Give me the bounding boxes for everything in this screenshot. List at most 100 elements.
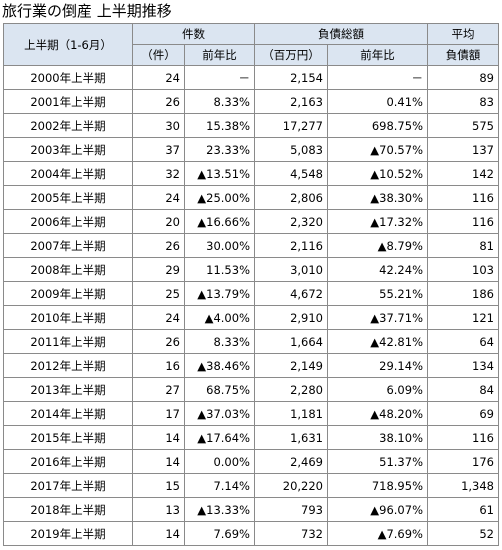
cell-period: 2018年上半期 [3,497,133,522]
header-debt-yoy: 前年比 [327,44,428,66]
cell-count: 20 [132,209,185,234]
cell-count-yoy: ▲17.64% [184,425,255,450]
table-row: 2013年上半期 27 68.75% 2,280 6.09% 84 [3,377,499,402]
cell-debt-yoy: ▲17.32% [327,209,428,234]
table-row: 2018年上半期 13 ▲13.33% 793 ▲96.07% 61 [3,497,499,522]
cell-avg-debt: 116 [427,185,499,210]
table-row: 2011年上半期 26 8.33% 1,664 ▲42.81% 64 [3,329,499,354]
cell-avg-debt: 81 [427,233,499,258]
cell-avg-debt: 64 [427,329,499,354]
table-row: 2005年上半期 24 ▲25.00% 2,806 ▲38.30% 116 [3,185,499,210]
cell-count: 24 [132,305,185,330]
cell-period: 2012年上半期 [3,353,133,378]
cell-period: 2002年上半期 [3,113,133,138]
cell-count-yoy: ▲37.03% [184,401,255,426]
cell-period: 2009年上半期 [3,281,133,306]
cell-debt: 2,910 [254,305,328,330]
cell-debt: 5,083 [254,137,328,162]
header-period: 上半期（1-6月） [3,23,133,66]
cell-period: 2019年上半期 [3,521,133,546]
table-row: 2007年上半期 26 30.00% 2,116 ▲8.79% 81 [3,233,499,258]
cell-debt: 1,631 [254,425,328,450]
cell-avg-debt: 69 [427,401,499,426]
cell-count: 26 [132,89,185,114]
cell-avg-debt: 134 [427,353,499,378]
cell-debt-yoy: ▲7.69% [327,521,428,546]
cell-count: 25 [132,281,185,306]
cell-debt-yoy: 6.09% [327,377,428,402]
cell-debt: 2,163 [254,89,328,114]
cell-count: 32 [132,161,185,186]
cell-avg-debt: 1,348 [427,473,499,498]
cell-count: 13 [132,497,185,522]
cell-debt-yoy: ▲96.07% [327,497,428,522]
cell-debt: 20,220 [254,473,328,498]
cell-period: 2008年上半期 [3,257,133,282]
table-row: 2008年上半期 29 11.53% 3,010 42.24% 103 [3,257,499,282]
cell-count-yoy: ▲16.66% [184,209,255,234]
table-row: 2004年上半期 32 ▲13.51% 4,548 ▲10.52% 142 [3,161,499,186]
cell-avg-debt: 575 [427,113,499,138]
cell-avg-debt: 83 [427,89,499,114]
cell-debt: 732 [254,521,328,546]
cell-count-yoy: － [184,65,255,90]
cell-period: 2014年上半期 [3,401,133,426]
cell-count-yoy: ▲13.33% [184,497,255,522]
cell-count-yoy: 30.00% [184,233,255,258]
cell-count: 17 [132,401,185,426]
cell-avg-debt: 142 [427,161,499,186]
cell-debt-yoy: 29.14% [327,353,428,378]
cell-count-yoy: ▲13.51% [184,161,255,186]
cell-debt: 2,320 [254,209,328,234]
cell-avg-debt: 137 [427,137,499,162]
cell-count: 26 [132,233,185,258]
cell-debt-yoy: 38.10% [327,425,428,450]
cell-avg-debt: 89 [427,65,499,90]
cell-period: 2003年上半期 [3,137,133,162]
cell-period: 2004年上半期 [3,161,133,186]
header-avg-bottom: 負債額 [427,44,499,66]
cell-count: 26 [132,329,185,354]
cell-count: 16 [132,353,185,378]
cell-debt-yoy: ▲37.71% [327,305,428,330]
cell-period: 2016年上半期 [3,449,133,474]
cell-debt-yoy: ▲10.52% [327,161,428,186]
page-title: 旅行業の倒産 上半期推移 [2,2,172,20]
table-row: 2016年上半期 14 0.00% 2,469 51.37% 176 [3,449,499,474]
cell-period: 2010年上半期 [3,305,133,330]
header-count-yoy: 前年比 [184,44,255,66]
cell-count-yoy: 8.33% [184,329,255,354]
cell-debt-yoy: － [327,65,428,90]
table-body: 2000年上半期 24 － 2,154 － 89 2001年上半期 26 8.33% 2,163 0… [3,65,499,546]
cell-count-yoy: 7.69% [184,521,255,546]
cell-count: 37 [132,137,185,162]
cell-avg-debt: 176 [427,449,499,474]
cell-debt-yoy: 698.75% [327,113,428,138]
cell-count: 14 [132,449,185,474]
table-row: 2000年上半期 24 － 2,154 － 89 [3,65,499,90]
table-row: 2003年上半期 37 23.33% 5,083 ▲70.57% 137 [3,137,499,162]
cell-debt: 2,806 [254,185,328,210]
header-count-group: 件数 [132,23,255,45]
header-debt-unit: （百万円） [254,44,328,66]
table-row: 2019年上半期 14 7.69% 732 ▲7.69% 52 [3,521,499,546]
cell-count-yoy: ▲25.00% [184,185,255,210]
cell-count: 24 [132,185,185,210]
table-row: 2014年上半期 17 ▲37.03% 1,181 ▲48.20% 69 [3,401,499,426]
table-row: 2002年上半期 30 15.38% 17,277 698.75% 575 [3,113,499,138]
cell-count-yoy: 0.00% [184,449,255,474]
cell-period: 2017年上半期 [3,473,133,498]
table-row: 2001年上半期 26 8.33% 2,163 0.41% 83 [3,89,499,114]
cell-debt: 793 [254,497,328,522]
cell-period: 2006年上半期 [3,209,133,234]
cell-avg-debt: 52 [427,521,499,546]
cell-debt: 4,548 [254,161,328,186]
cell-debt-yoy: ▲38.30% [327,185,428,210]
cell-count-yoy: ▲13.79% [184,281,255,306]
cell-avg-debt: 103 [427,257,499,282]
cell-count-yoy: 7.14% [184,473,255,498]
cell-avg-debt: 116 [427,209,499,234]
header-debt-group: 負債総額 [254,23,428,45]
cell-period: 2007年上半期 [3,233,133,258]
bankruptcy-table: 上半期（1-6月） 件数 負債総額 平均 （件） 前年比 （百万円） 前年比 負… [3,23,499,546]
